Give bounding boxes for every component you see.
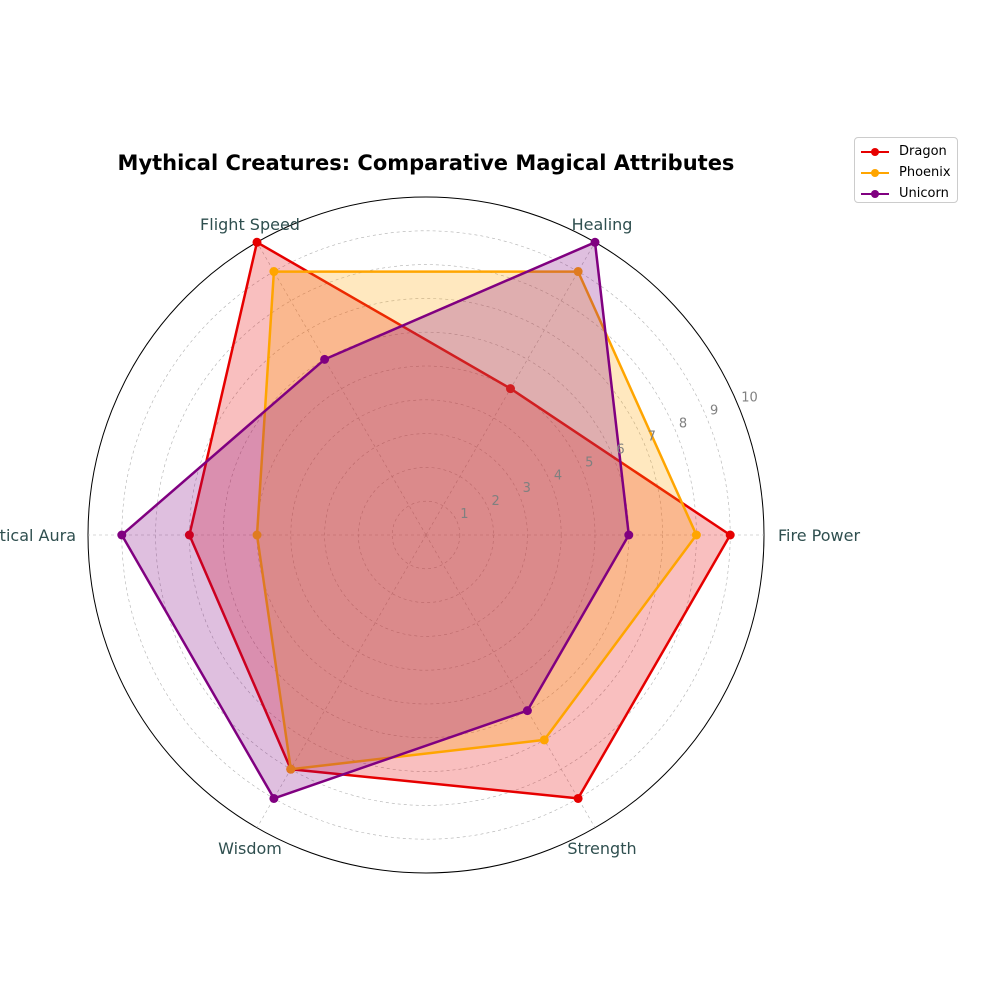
- legend-item-phoenix: Phoenix: [855, 162, 957, 183]
- labels: 1 2 3 4 5 6 7 8 9 10 Fire Power Healing Flight Speed…: [0, 215, 860, 858]
- r-tick-label-2: 2: [491, 494, 499, 509]
- legend-swatch-dragon: [861, 147, 889, 157]
- axis-label-flight-speed: Flight Speed: [200, 215, 300, 234]
- point-phoenix-mystical-aura: [252, 530, 262, 540]
- point-phoenix-healing: [573, 267, 583, 277]
- legend-dot-dragon: [871, 147, 879, 156]
- legend-dot-phoenix: [871, 168, 879, 177]
- legend-item-dragon: Dragon: [855, 141, 957, 162]
- point-dragon-mystical-aura: [184, 530, 194, 540]
- r-tick-label-10: 10: [741, 391, 758, 406]
- r-tick-label-9: 9: [710, 404, 718, 419]
- r-tick-label-3: 3: [523, 481, 531, 496]
- area-phoenix: [257, 271, 697, 770]
- legend-label-unicorn: Unicorn: [899, 186, 949, 201]
- r-tick-label-6: 6: [616, 442, 624, 457]
- point-unicorn-wisdom: [269, 793, 279, 803]
- point-unicorn-strength: [522, 706, 532, 716]
- legend: Dragon Phoenix Unicorn: [854, 137, 958, 203]
- point-unicorn-fire-power: [624, 530, 634, 540]
- point-phoenix-strength: [539, 735, 549, 745]
- legend-label-dragon: Dragon: [899, 144, 947, 159]
- area-unicorn: [121, 242, 629, 799]
- r-tick-label-4: 4: [554, 468, 562, 483]
- r-tick-label-5: 5: [585, 455, 593, 470]
- series-layer: [117, 237, 735, 803]
- point-phoenix-fire-power: [691, 530, 701, 540]
- point-unicorn-flight-speed: [320, 354, 330, 364]
- grid-ring-1: [391, 500, 461, 570]
- point-dragon-flight-speed: [252, 237, 262, 247]
- spoke-wisdom: [256, 534, 427, 828]
- point-dragon-strength: [573, 793, 583, 803]
- r-tick-label-8: 8: [679, 417, 687, 432]
- spoke-strength: [425, 534, 596, 828]
- axis-label-mystical-aura: Mystical Aura: [0, 526, 76, 545]
- r-tick-label-1: 1: [460, 507, 468, 522]
- axis-label-strength: Strength: [567, 839, 636, 858]
- area-dragon: [189, 242, 731, 799]
- point-dragon-fire-power: [725, 530, 735, 540]
- point-phoenix-flight-speed: [269, 267, 279, 277]
- legend-swatch-phoenix: [861, 168, 889, 178]
- axis-label-healing: Healing: [572, 215, 633, 234]
- axis-label-fire-power: Fire Power: [778, 526, 860, 545]
- legend-label-phoenix: Phoenix: [899, 165, 951, 180]
- point-dragon-healing: [506, 384, 515, 394]
- axis-label-wisdom: Wisdom: [218, 839, 282, 858]
- chart-title: Mythical Creatures: Comparative Magical …: [118, 151, 735, 175]
- spoke-flight-speed: [256, 242, 427, 536]
- point-unicorn-healing: [590, 237, 600, 247]
- point-unicorn-mystical-aura: [117, 530, 127, 540]
- r-tick-label-7: 7: [648, 429, 656, 444]
- legend-swatch-unicorn: [861, 189, 889, 199]
- legend-dot-unicorn: [871, 189, 879, 198]
- grid-ring-4: [290, 399, 562, 671]
- grid-ring-3: [324, 433, 528, 637]
- point-phoenix-wisdom: [286, 764, 296, 774]
- legend-item-unicorn: Unicorn: [855, 183, 957, 204]
